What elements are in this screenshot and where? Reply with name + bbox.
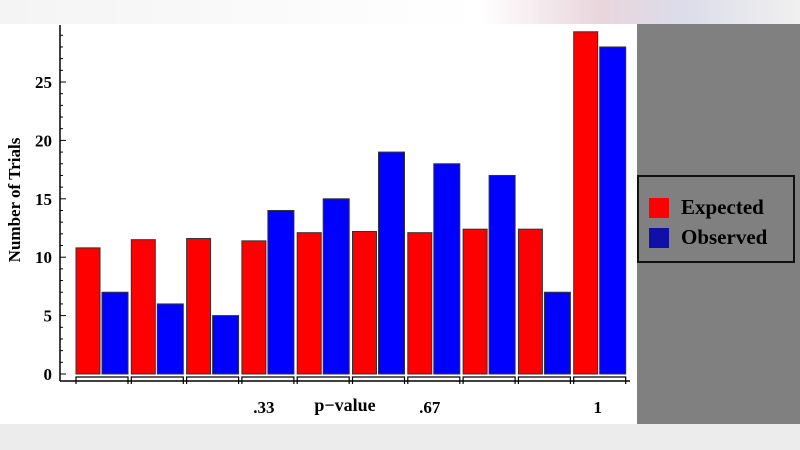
y-tick-label-0: 0 bbox=[44, 365, 53, 384]
bar-expected-9 bbox=[517, 228, 543, 375]
bottom-strip bbox=[0, 424, 800, 450]
bar-chart: 0 5 10 15 20 25 .33 .67 1 Number of Trials p−val… bbox=[5, 25, 630, 417]
legend-label-expected: Expected bbox=[681, 195, 764, 219]
y-tick-label-20: 20 bbox=[35, 131, 52, 150]
x-tick-label: 1 bbox=[593, 398, 602, 417]
bar-observed-10 bbox=[599, 46, 627, 375]
y-axis-label: Number of Trials bbox=[5, 137, 24, 262]
bar-expected-2 bbox=[130, 239, 156, 375]
legend-label-observed: Observed bbox=[681, 225, 768, 249]
top-strip bbox=[0, 0, 800, 24]
axes: 0 5 10 15 20 25 .33 .67 1 bbox=[35, 25, 630, 417]
bar-observed-7 bbox=[433, 163, 461, 375]
legend-item-observed: Observed bbox=[649, 225, 767, 250]
bars bbox=[75, 31, 627, 375]
bar-observed-3 bbox=[212, 315, 240, 375]
bar-expected-8 bbox=[462, 228, 488, 375]
bar-expected-5 bbox=[296, 232, 322, 375]
x-tick-label: .67 bbox=[419, 398, 441, 417]
x-axis-label: p−value bbox=[314, 395, 375, 415]
bar-observed-9 bbox=[543, 291, 571, 375]
bar-observed-4 bbox=[267, 209, 295, 375]
legend-swatch-expected bbox=[649, 197, 669, 218]
y-tick-label-15: 15 bbox=[35, 190, 52, 209]
bar-observed-6 bbox=[378, 151, 405, 375]
bar-observed-5 bbox=[322, 198, 350, 375]
legend: Expected Observed bbox=[637, 175, 795, 263]
y-tick-label-10: 10 bbox=[35, 248, 52, 267]
y-tick-label-25: 25 bbox=[35, 73, 52, 92]
bar-observed-8 bbox=[488, 174, 516, 375]
bar-observed-2 bbox=[156, 303, 184, 375]
bar-expected-6 bbox=[352, 231, 377, 375]
bar-expected-7 bbox=[407, 232, 433, 375]
bar-expected-4 bbox=[241, 240, 267, 375]
bar-expected-10 bbox=[573, 31, 599, 375]
y-tick-label-5: 5 bbox=[44, 307, 53, 326]
x-tick-label: .33 bbox=[253, 398, 274, 417]
legend-swatch-observed bbox=[649, 227, 669, 248]
bar-expected-1 bbox=[75, 247, 101, 375]
bar-expected-3 bbox=[186, 238, 212, 375]
bar-observed-1 bbox=[101, 291, 129, 375]
legend-item-expected: Expected bbox=[649, 195, 764, 220]
